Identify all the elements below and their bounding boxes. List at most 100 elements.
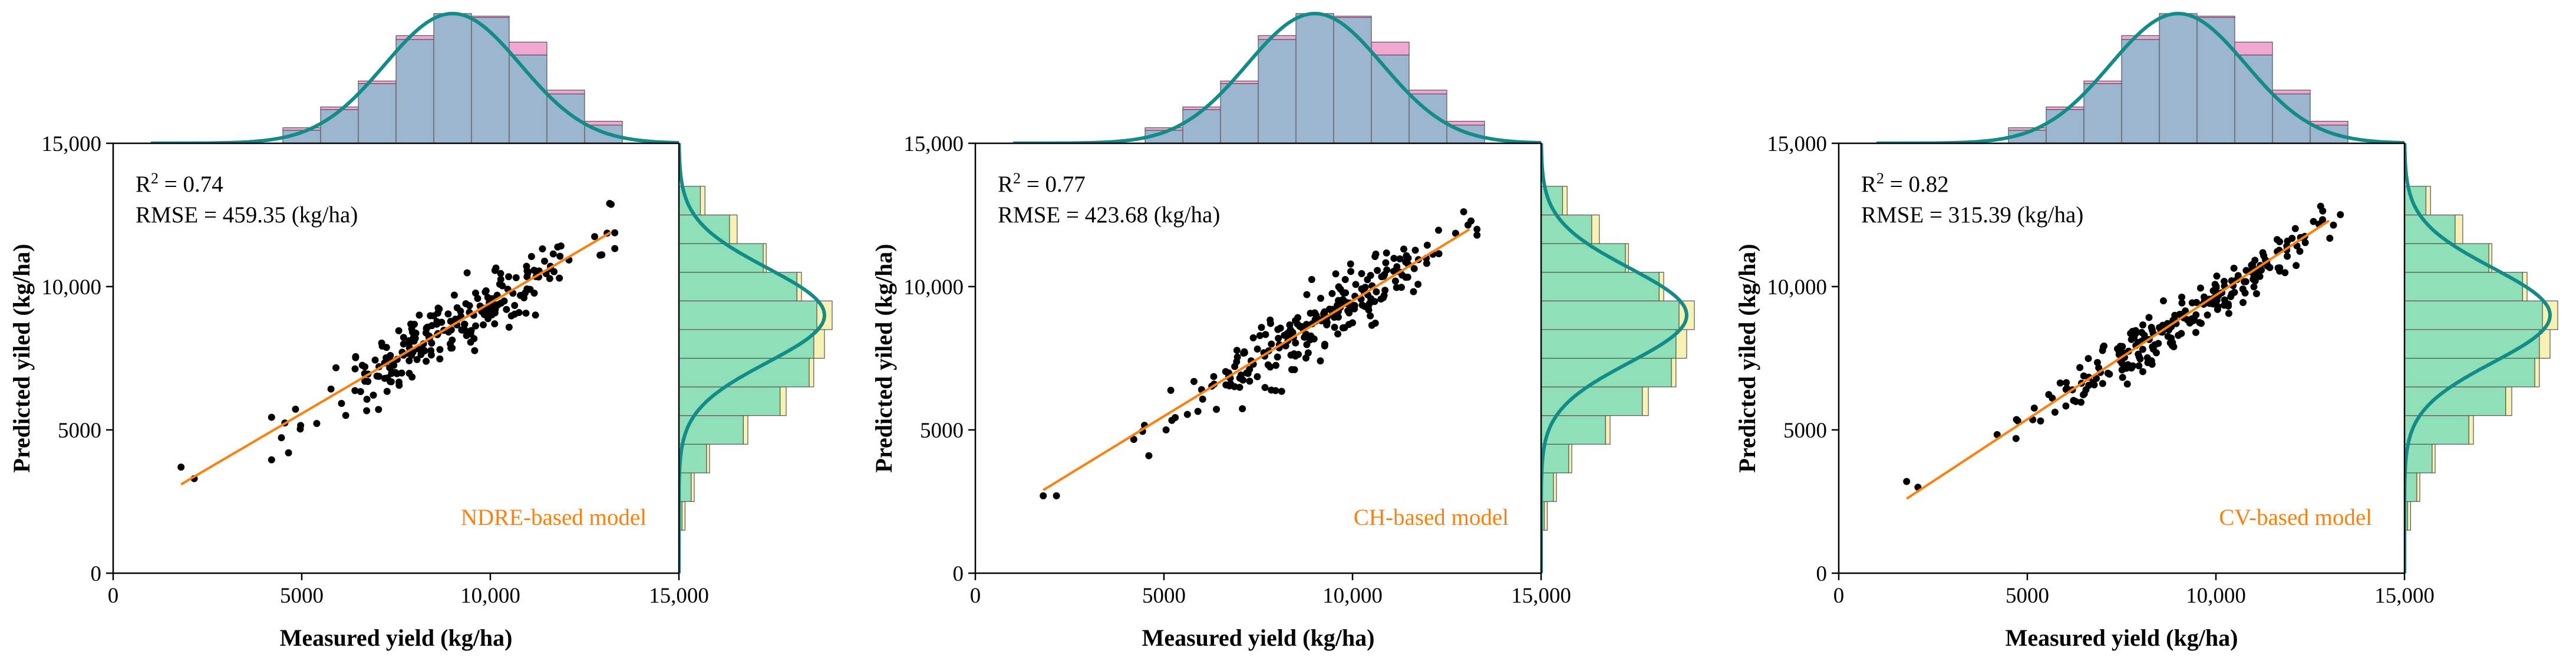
scatter-point <box>2128 364 2135 372</box>
hist-right-predicted-bar <box>2455 214 2463 244</box>
scatter-point <box>1400 245 1407 253</box>
scatter-point <box>427 312 434 320</box>
r2-value: = 0.82 <box>1884 172 1949 197</box>
hist-top-measured-bar <box>1371 41 1410 56</box>
hist-right-overlap-bar <box>1541 300 1680 330</box>
r2-value: = 0.77 <box>1021 172 1086 197</box>
scatter-point <box>351 387 359 395</box>
scatter-point <box>2211 281 2219 288</box>
scatter-point <box>453 304 461 311</box>
scatter-point <box>1285 331 1293 338</box>
scatter-point <box>2063 379 2070 386</box>
scatter-point <box>2293 262 2300 269</box>
r2-superscript: 2 <box>151 170 159 187</box>
scatter-point <box>2241 278 2248 285</box>
scatter-point <box>1291 366 1298 373</box>
scatter-point <box>1473 225 1481 233</box>
scatter-point <box>382 344 390 351</box>
scatter-point <box>2224 300 2232 308</box>
scatter-point <box>2178 293 2186 301</box>
scatter-point <box>1435 250 1443 258</box>
scatter-point <box>2085 382 2093 389</box>
scatter-point <box>448 336 456 344</box>
model-label: CV-based model <box>2219 505 2372 530</box>
hist-right-overlap-bar <box>1541 415 1606 445</box>
density-curve-top <box>1013 11 1542 145</box>
scatter-point <box>408 325 415 333</box>
hist-right-overlap-bar <box>1541 443 1569 474</box>
hist-right-predicted-bar <box>706 443 710 474</box>
scatter-point <box>2045 391 2053 399</box>
x-tick-label: 0 <box>970 584 981 608</box>
scatter-point <box>268 413 275 421</box>
scatter-point <box>2291 225 2299 232</box>
scatter-point <box>1213 406 1221 413</box>
hist-top-overlap-bar <box>358 83 397 144</box>
hist-right-predicted-bar <box>2407 501 2411 531</box>
scatter-point <box>2310 218 2317 225</box>
scatter-point <box>1278 387 1285 395</box>
x-tick-label: 10,000 <box>460 584 520 608</box>
hist-right-overlap-bar <box>1541 357 1672 387</box>
scatter-point <box>361 363 369 371</box>
scatter-point <box>405 357 413 364</box>
hist-right-predicted-bar <box>743 415 748 445</box>
scatter-point <box>2106 370 2113 378</box>
scatter-point <box>1237 372 1245 379</box>
hist-top-overlap-bar <box>1333 17 1372 144</box>
y-tick-label: 10,000 <box>1767 275 1827 300</box>
r2-value: = 0.74 <box>159 172 223 197</box>
hist-right-predicted-bar <box>1568 443 1572 474</box>
hist-right-overlap-bar <box>678 415 744 445</box>
hist-top-measured-bar <box>358 80 397 84</box>
scatter-point <box>2249 261 2257 268</box>
scatter-point <box>1367 295 1375 303</box>
y-tick-label: 0 <box>1816 562 1828 586</box>
scatter-point <box>484 315 492 323</box>
scatter-point <box>2225 310 2232 317</box>
hist-right-predicted-bar <box>2468 415 2474 445</box>
scatter-point <box>2119 343 2126 350</box>
scatter-point <box>375 406 382 413</box>
x-tick-label: 15,000 <box>649 584 709 608</box>
scatter-point <box>520 294 528 301</box>
hist-top-overlap-bar <box>395 39 434 144</box>
scatter-point <box>433 318 441 326</box>
scatter-point <box>1313 314 1321 322</box>
scatter-point <box>530 290 538 297</box>
scatter-point <box>2213 297 2221 304</box>
scatter-point <box>1402 258 1410 266</box>
scatter-point <box>2079 391 2087 399</box>
scatter-point <box>532 311 539 319</box>
scatter-point <box>2296 248 2304 255</box>
scatter-point <box>1254 373 1261 380</box>
scatter-point <box>2260 252 2268 259</box>
r2-symbol: R <box>136 172 151 197</box>
hist-top-overlap-bar <box>433 13 472 144</box>
scatter-point <box>1328 290 1336 297</box>
scatter-point <box>505 323 513 331</box>
scatter-point <box>2152 349 2160 357</box>
hist-top-overlap-bar <box>1295 13 1334 144</box>
scatter-point <box>2139 321 2146 329</box>
hist-right-overlap-bar <box>678 386 781 416</box>
scatter-point <box>1222 381 1230 389</box>
hist-right-overlap-bar <box>678 329 814 359</box>
scatter-point <box>611 245 619 252</box>
scatter-point <box>474 295 481 303</box>
scatter-point <box>268 456 275 464</box>
scatter-point <box>1903 478 1911 485</box>
hist-right-predicted-bar <box>2416 472 2420 502</box>
scatter-point <box>484 294 492 301</box>
scatter-point <box>524 269 532 277</box>
scatter-point <box>417 351 425 359</box>
scatter-point <box>2230 264 2238 272</box>
scatter-point <box>408 373 416 381</box>
scatter-point <box>2080 372 2087 380</box>
scatter-point <box>327 385 335 393</box>
regression-line <box>1043 228 1470 491</box>
scatter-point <box>1358 270 1365 278</box>
scatter-point <box>2288 235 2296 242</box>
scatter-point <box>471 347 479 354</box>
y-axis-title: Predicted yiled (kg/ha) <box>1734 244 1760 472</box>
